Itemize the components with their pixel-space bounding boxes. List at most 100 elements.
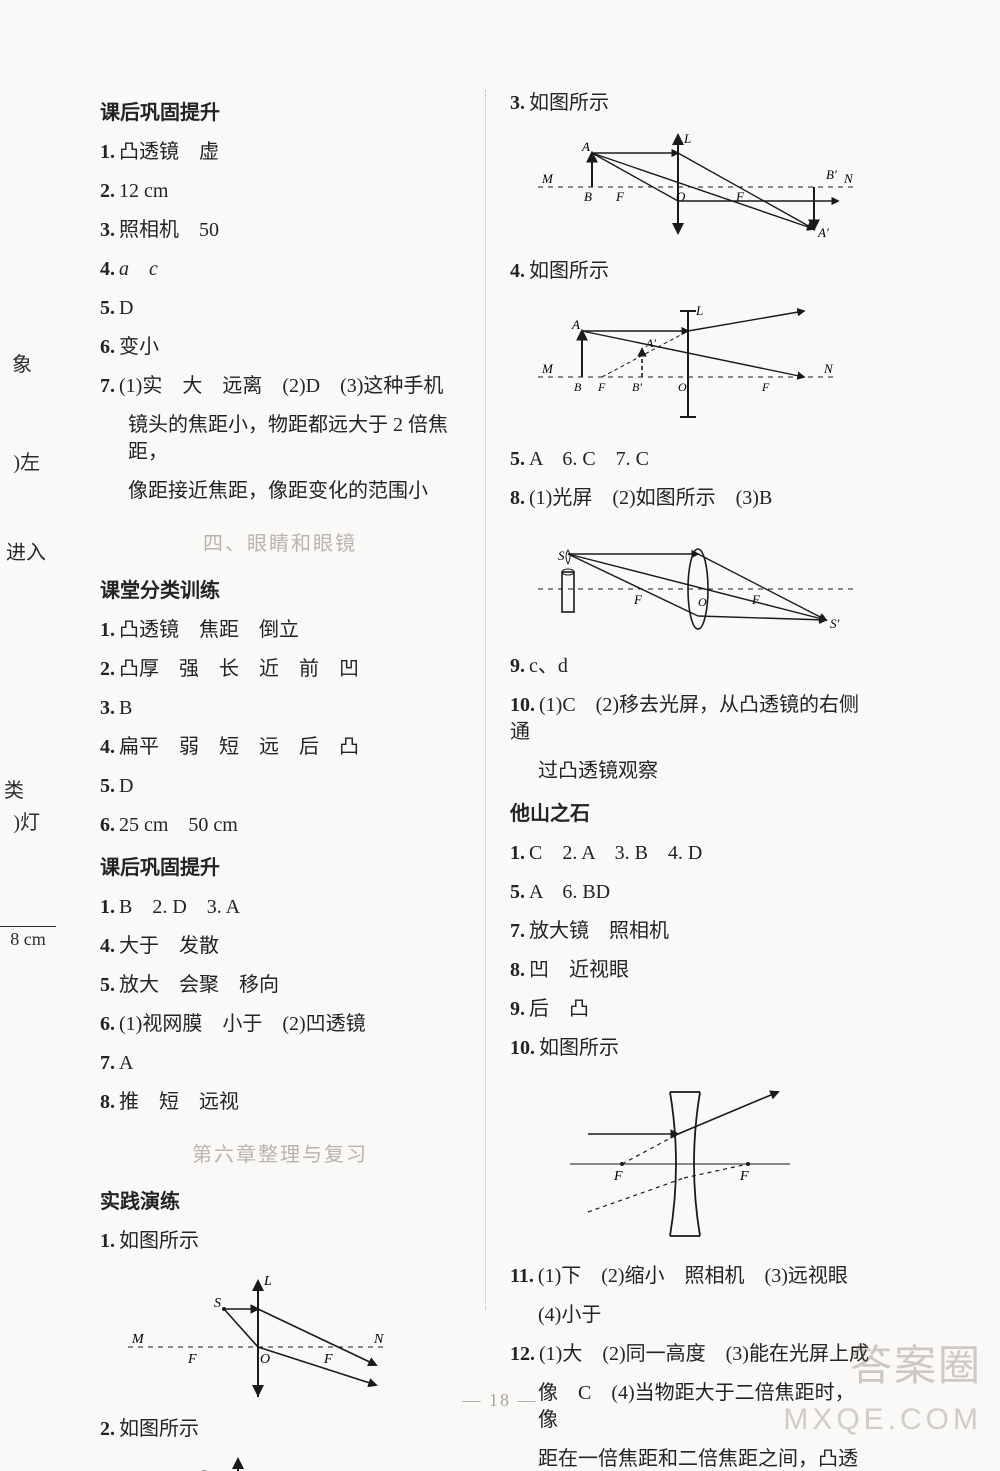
item-number: 8. [510, 959, 525, 981]
answer-line: 11.(1)下 (2)缩小 照相机 (3)远视眼 [510, 1263, 870, 1290]
item-number: 6. [100, 1013, 115, 1035]
svg-text:L: L [263, 1274, 272, 1289]
item-text: 如图所示 [529, 92, 609, 114]
page-root: 象 )左 进入 类 )灯 8 cm 课后巩固提升 1.凸透镜 虚 2.12 cm… [0, 0, 1000, 1471]
svg-text:B: B [574, 380, 582, 394]
item-number: 6. [100, 336, 115, 358]
item-text: 扁平 弱 短 远 后 凸 [119, 736, 359, 758]
answer-line: 4.扁平 弱 短 远 后 凸 [100, 734, 460, 761]
diagram-lens-ray-2: D F O F D′ C C′ [128, 1455, 460, 1471]
item-number: 8. [510, 487, 525, 509]
answer-line: 6.(1)视网膜 小于 (2)凹透镜 [100, 1011, 460, 1038]
answer-line: 8.凹 近视眼 [510, 957, 870, 984]
svg-text:L: L [695, 303, 703, 318]
svg-text:B′: B′ [826, 167, 837, 182]
answer-line: 5.D [100, 295, 460, 322]
answer-line: 3.如图所示 [510, 90, 870, 117]
item-number: 3. [510, 92, 525, 114]
item-text: 大于 发散 [119, 935, 219, 957]
answer-line: 1.C 2. A 3. B 4. D [510, 840, 870, 867]
svg-text:M: M [541, 171, 554, 186]
svg-text:F: F [613, 1169, 623, 1184]
item-text: 凸厚 强 长 近 前 凹 [119, 658, 359, 680]
item-number: 5. [100, 775, 115, 797]
answer-line: 5.A 6. C 7. C [510, 446, 870, 473]
heading-tashan: 他山之石 [510, 797, 870, 826]
heading-consolidation-2: 课后巩固提升 [100, 851, 460, 880]
item-text: C 2. A 3. B 4. D [529, 842, 702, 864]
item-number: 2. [100, 180, 115, 202]
answer-line: 4.a c [100, 256, 460, 283]
svg-text:F: F [323, 1352, 333, 1367]
item-number: 1. [100, 1230, 115, 1252]
answer-line: 9.后 凸 [510, 996, 870, 1023]
item-text: B 2. D 3. A [119, 896, 240, 918]
item-text: (1)实 大 远离 (2)D (3)这种手机 [119, 375, 443, 397]
item-number: 4. [100, 258, 115, 280]
item-number: 3. [100, 697, 115, 719]
answer-line: 3.照相机 50 [100, 217, 460, 244]
answer-line: 6.25 cm 50 cm [100, 812, 460, 839]
answer-line-cont: 像距接近焦距，像距变化的范围小 [100, 478, 460, 505]
item-text: (1)视网膜 小于 (2)凹透镜 [119, 1013, 366, 1035]
item-number: 7. [100, 375, 115, 397]
watermark-url: MXQE.COM [783, 1403, 982, 1437]
svg-text:L: L [683, 131, 691, 146]
answer-line: 2.凸厚 强 长 近 前 凹 [100, 656, 460, 683]
item-text: 放大镜 照相机 [529, 920, 669, 942]
item-number: 11. [510, 1265, 534, 1287]
item-number: 4. [100, 935, 115, 957]
svg-text:F: F [615, 189, 625, 204]
svg-text:N: N [823, 361, 834, 376]
item-text: A 6. BD [529, 881, 610, 903]
answer-line: 1.如图所示 [100, 1228, 460, 1255]
svg-text:N: N [843, 171, 854, 186]
cut-text: 类 [4, 774, 24, 803]
answer-line: 7.A [100, 1050, 460, 1077]
item-number: 9. [510, 998, 525, 1020]
diagram-diverging-lens: F F [570, 1074, 870, 1249]
svg-text:F: F [633, 592, 643, 607]
answer-line: 5.D [100, 773, 460, 800]
section-title-eyes: 四、眼睛和眼镜 [100, 527, 460, 556]
svg-text:S: S [558, 548, 565, 563]
svg-text:B: B [584, 189, 592, 204]
item-number: 10. [510, 1037, 535, 1059]
svg-text:O: O [260, 1352, 270, 1367]
item-number: 5. [100, 974, 115, 996]
item-text: c、d [529, 655, 568, 677]
left-column: 课后巩固提升 1.凸透镜 虚 2.12 cm 3.照相机 50 4.a c 5.… [100, 90, 460, 1471]
answer-line: 2.如图所示 [100, 1416, 460, 1443]
right-column: 3.如图所示 M N L B F O [510, 90, 870, 1471]
item-text: D [119, 297, 133, 319]
svg-text:O: O [678, 380, 687, 394]
svg-text:F: F [761, 380, 770, 394]
cut-text: 象 [12, 348, 32, 377]
answer-line: 6.变小 [100, 334, 460, 361]
item-text: a c [119, 258, 158, 280]
answer-line: 10.如图所示 [510, 1035, 870, 1062]
item-text: 照相机 50 [119, 219, 219, 241]
item-text: D [119, 775, 133, 797]
heading-class-training: 课堂分类训练 [100, 574, 460, 603]
answer-line: 5.放大 会聚 移向 [100, 972, 460, 999]
heading-practice: 实践演练 [100, 1185, 460, 1214]
item-number: 7. [510, 920, 525, 942]
item-number: 1. [100, 896, 115, 918]
item-text: B [119, 697, 132, 719]
svg-text:M: M [131, 1332, 145, 1347]
item-text: (1)光屏 (2)如图所示 (3)B [529, 487, 772, 509]
item-number: 9. [510, 655, 525, 677]
svg-text:B′: B′ [632, 380, 642, 394]
cut-text: 进入 [6, 536, 46, 565]
item-text: 如图所示 [119, 1418, 199, 1440]
item-text: 如图所示 [539, 1037, 619, 1059]
answer-line: 8.(1)光屏 (2)如图所示 (3)B [510, 485, 870, 512]
column-separator [485, 90, 486, 1310]
item-number: 8. [100, 1091, 115, 1113]
answer-line: 1.凸透镜 虚 [100, 139, 460, 166]
item-number: 4. [510, 260, 525, 282]
item-text: 后 凸 [529, 998, 589, 1020]
diagram-lens-ray-1: M N L F O F S [128, 1267, 460, 1402]
item-text: 凸透镜 虚 [119, 141, 219, 163]
